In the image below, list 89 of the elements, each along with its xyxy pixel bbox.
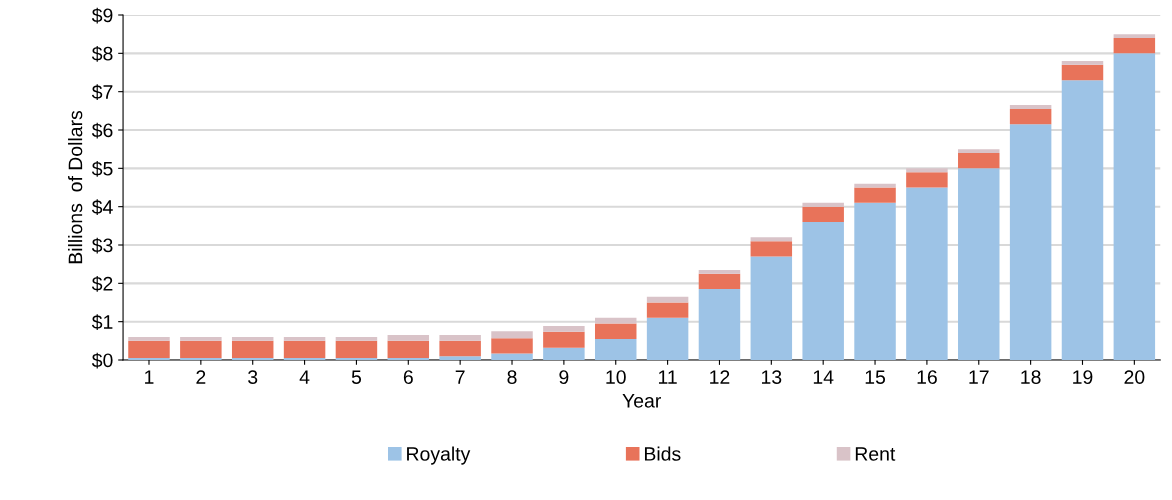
bar <box>1113 53 1156 360</box>
bar <box>439 335 481 341</box>
bar <box>491 331 533 339</box>
y-tick-label: $7 <box>91 84 113 101</box>
bar <box>1113 38 1156 54</box>
bar <box>335 337 378 341</box>
x-axis-title: Year <box>622 394 661 408</box>
x-tick-label: 5 <box>351 370 362 384</box>
bar <box>906 172 948 188</box>
bar <box>128 340 170 359</box>
bar <box>128 337 170 341</box>
bar <box>543 347 585 360</box>
bar <box>180 340 222 359</box>
bar <box>646 317 689 360</box>
bar <box>958 149 1000 153</box>
bar <box>283 337 326 341</box>
x-tick-label: 3 <box>248 370 258 384</box>
x-tick-label: 9 <box>559 370 569 384</box>
x-tick-label: 8 <box>507 370 517 384</box>
x-tick-label: 17 <box>969 370 989 384</box>
bar <box>1009 108 1052 125</box>
x-tick-label: 11 <box>658 370 677 384</box>
bar <box>231 337 274 341</box>
bar <box>335 340 378 359</box>
x-tick-label: 4 <box>299 370 310 384</box>
bar <box>646 302 689 318</box>
bar <box>543 331 585 348</box>
y-tick-label: $2 <box>91 275 113 292</box>
bar <box>439 356 481 360</box>
x-tick-label: 6 <box>403 370 413 384</box>
bar <box>854 187 896 203</box>
bar <box>1009 105 1052 109</box>
legend-label: Bids <box>644 446 681 461</box>
bar <box>1113 34 1156 38</box>
y-tick-label: $0 <box>91 352 113 369</box>
bar <box>750 241 793 257</box>
y-tick-label: $4 <box>91 199 113 216</box>
bar <box>231 340 274 359</box>
bar <box>906 168 948 173</box>
x-tick-label: 1 <box>145 370 154 384</box>
bar <box>854 183 896 188</box>
bar <box>595 317 637 324</box>
bar <box>439 340 481 357</box>
y-tick-label: $6 <box>91 122 113 139</box>
bar <box>283 340 326 359</box>
bar <box>387 335 430 341</box>
bar <box>854 202 896 360</box>
x-tick-label: 16 <box>917 370 937 384</box>
legend-label: Rent <box>855 447 896 461</box>
bar <box>698 273 741 290</box>
x-tick-label: 7 <box>455 370 465 384</box>
x-tick-label: 2 <box>196 370 206 384</box>
y-tick-label: $3 <box>91 237 113 254</box>
bar <box>387 340 430 359</box>
bar <box>802 206 844 222</box>
bar <box>698 269 741 274</box>
y-tick-label: $5 <box>91 160 113 177</box>
bar <box>1061 80 1104 360</box>
bar <box>906 187 948 360</box>
bar <box>750 256 793 360</box>
x-tick-label: 19 <box>1073 370 1093 384</box>
bar <box>698 289 741 360</box>
bar <box>802 202 844 207</box>
x-tick-label: 10 <box>606 370 626 384</box>
bar <box>802 222 844 360</box>
bar <box>750 237 793 242</box>
bar <box>1009 124 1052 360</box>
y-axis-title: Billions of Dollars <box>68 110 83 264</box>
x-tick-label: 13 <box>761 370 782 384</box>
x-tick-label: 15 <box>865 370 886 384</box>
y-tick-label: $8 <box>91 45 113 62</box>
bar <box>543 325 585 332</box>
bar <box>491 353 533 360</box>
bar <box>180 337 222 341</box>
bar <box>958 153 1000 169</box>
x-tick-label: 18 <box>1021 370 1041 384</box>
x-tick-label: 14 <box>813 370 834 384</box>
bar <box>1061 64 1104 81</box>
bar <box>646 296 689 303</box>
bar <box>1061 61 1104 65</box>
x-tick-label: 12 <box>710 370 730 384</box>
bar <box>595 323 637 339</box>
bar <box>595 338 637 360</box>
x-tick-label: 20 <box>1124 370 1145 384</box>
y-tick-label: $1 <box>91 314 113 331</box>
bar <box>958 168 1000 360</box>
y-tick-label: $9 <box>91 7 113 24</box>
legend-label: Royalty <box>407 446 471 465</box>
bar <box>491 338 533 354</box>
